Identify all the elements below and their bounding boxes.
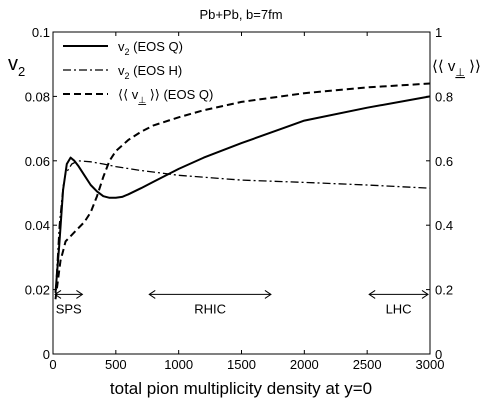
x-tick-label: 1500 bbox=[227, 357, 256, 372]
y-left-tick-label: 0.02 bbox=[25, 283, 50, 298]
series-line-solid bbox=[54, 95, 431, 293]
annotation-label: RHIC bbox=[194, 301, 226, 316]
annotation-label: LHC bbox=[386, 301, 412, 316]
x-tick-label: 500 bbox=[105, 357, 127, 372]
legend-label-vperp-eos-q: ⟨⟨ v⊥ ⟩⟩ (EOS Q) bbox=[118, 87, 213, 105]
annotation-group: SPS RHIC LHC bbox=[54, 290, 429, 316]
y-axis-right-label: ⟨⟨ v⊥ ⟩⟩ bbox=[432, 58, 481, 79]
y-right-tick-label: 0.4 bbox=[435, 218, 453, 233]
legend-label-v2-eos-h: v2 (EOS H) bbox=[118, 63, 182, 81]
annotation-arrowhead-left bbox=[54, 290, 62, 299]
y-left-tick-label: 0.06 bbox=[25, 154, 50, 169]
y-right-tick-label: 0.8 bbox=[435, 89, 453, 104]
series-group bbox=[54, 82, 431, 300]
series-line-dashdot bbox=[54, 160, 431, 293]
x-tick-label: 2500 bbox=[353, 357, 382, 372]
y-right-tick-label: 0.2 bbox=[435, 283, 453, 298]
annotation-arrowhead-left bbox=[368, 290, 376, 299]
legend-label-v2-eos-q: v2 (EOS Q) bbox=[118, 39, 183, 57]
plot-frame bbox=[52, 31, 431, 355]
annotation-arrowhead-left bbox=[148, 290, 156, 299]
y-right-tick-label: 0.6 bbox=[435, 154, 453, 169]
x-axis-label: total pion multiplicity density at y=0 bbox=[110, 379, 372, 398]
y-left-tick-label: 0.04 bbox=[25, 218, 50, 233]
annotation-arrowhead-right bbox=[264, 290, 272, 299]
annotation-label: SPS bbox=[56, 301, 82, 316]
y-left-tick-label: 0.08 bbox=[25, 89, 50, 104]
x-tick-label: 1000 bbox=[164, 357, 193, 372]
x-tick-label: 3000 bbox=[416, 357, 445, 372]
x-tick-label: 2000 bbox=[290, 357, 319, 372]
series-line-dashed bbox=[54, 82, 431, 300]
annotation-arrowhead-right bbox=[76, 290, 84, 299]
y-left-tick-label: 0.1 bbox=[32, 25, 50, 40]
chart-title: Pb+Pb, b=7fm bbox=[199, 7, 282, 22]
y-axis-left-label: v2 bbox=[8, 53, 25, 79]
legend: v2 (EOS Q) v2 (EOS H) ⟨⟨ v⊥ ⟩⟩ (EOS Q) bbox=[63, 39, 213, 105]
x-tick-label: 0 bbox=[49, 357, 56, 372]
axis-ticks: 0 500 1000 1500 2000 2500 300000.020.040.060.0… bbox=[25, 25, 453, 372]
y-right-tick-label: 1 bbox=[435, 25, 442, 40]
y-right-tick-label: 0 bbox=[435, 347, 442, 362]
annotation-arrowhead-right bbox=[421, 290, 429, 299]
y-left-tick-label: 0 bbox=[43, 347, 50, 362]
